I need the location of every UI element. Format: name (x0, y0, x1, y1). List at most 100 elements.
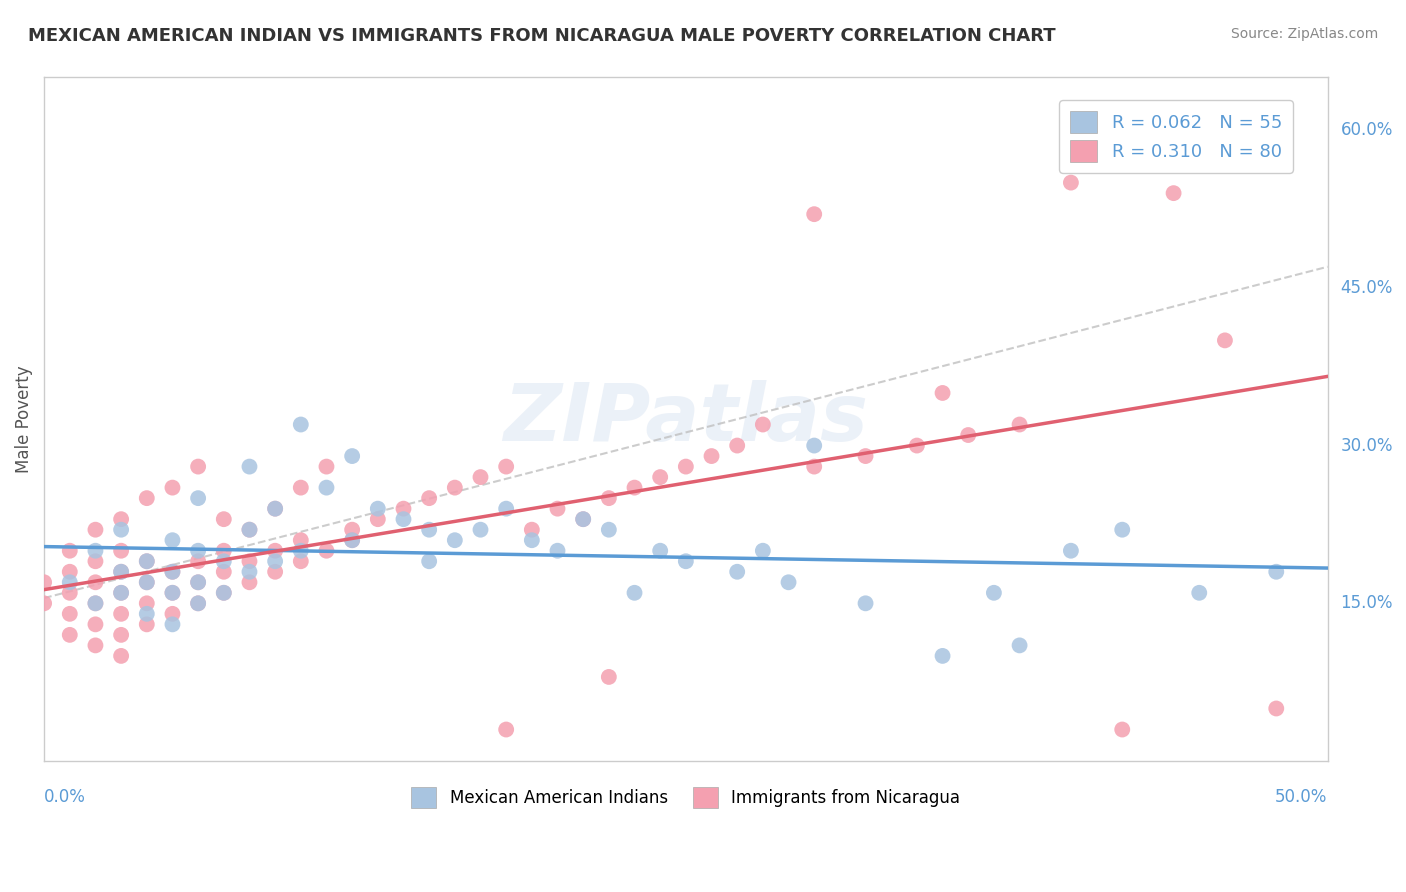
Point (443, 481, 465, 495)
Point (264, 554, 287, 568)
Point (212, 543, 235, 558)
Point (135, 596, 157, 610)
Point (418, 523, 440, 537)
Point (84, 617, 107, 632)
Point (752, 417, 775, 432)
Point (855, 449, 877, 463)
Point (598, 523, 620, 537)
Point (32, 596, 55, 610)
Text: 30.0%: 30.0% (1340, 436, 1393, 455)
Point (135, 575, 157, 590)
Point (238, 575, 260, 590)
Point (1060, 543, 1083, 558)
Point (162, 617, 184, 632)
Point (238, 459, 260, 474)
Text: 60.0%: 60.0% (1340, 121, 1393, 139)
Point (340, 533, 363, 548)
Point (135, 554, 157, 568)
Point (803, 438, 825, 452)
Point (290, 543, 312, 558)
Point (547, 543, 569, 558)
Point (1008, 639, 1031, 653)
Point (572, 512, 595, 526)
Point (162, 586, 184, 600)
Point (59, 628, 82, 642)
Text: MEXICAN AMERICAN INDIAN VS IMMIGRANTS FROM NICARAGUA MALE POVERTY CORRELATION CH: MEXICAN AMERICAN INDIAN VS IMMIGRANTS FR… (28, 27, 1056, 45)
Point (264, 565, 287, 579)
Y-axis label: Male Poverty: Male Poverty (15, 366, 32, 473)
Point (1111, 723, 1133, 737)
Point (162, 586, 184, 600)
Text: 45.0%: 45.0% (1340, 279, 1393, 297)
Point (855, 596, 877, 610)
Point (623, 481, 645, 495)
Point (84, 543, 107, 558)
Point (623, 586, 645, 600)
Point (290, 554, 312, 568)
Point (572, 512, 595, 526)
Point (212, 554, 235, 568)
Point (110, 628, 132, 642)
Point (1265, 565, 1288, 579)
Point (983, 586, 1005, 600)
Point (264, 543, 287, 558)
Point (187, 596, 209, 610)
Point (367, 501, 389, 516)
Point (264, 501, 287, 516)
Point (59, 565, 82, 579)
Point (931, 648, 953, 663)
Point (135, 491, 157, 505)
Point (187, 596, 209, 610)
Point (110, 512, 132, 526)
Point (135, 617, 157, 632)
Point (931, 386, 953, 401)
Legend: Mexican American Indians, Immigrants from Nicaragua: Mexican American Indians, Immigrants fro… (405, 780, 967, 814)
Point (650, 470, 672, 484)
Point (1163, 186, 1185, 201)
Text: 15.0%: 15.0% (1340, 594, 1393, 612)
Point (725, 438, 748, 452)
Point (135, 607, 157, 621)
Point (957, 428, 980, 442)
Point (367, 512, 389, 526)
Point (290, 417, 312, 432)
Point (778, 575, 800, 590)
Point (675, 554, 697, 568)
Point (315, 481, 337, 495)
Point (84, 523, 107, 537)
Point (162, 565, 184, 579)
Point (110, 607, 132, 621)
Point (59, 575, 82, 590)
Point (238, 523, 260, 537)
Point (290, 533, 312, 548)
Point (238, 554, 260, 568)
Point (187, 491, 209, 505)
Point (84, 554, 107, 568)
Point (187, 459, 209, 474)
Point (340, 523, 363, 537)
Point (84, 639, 107, 653)
Point (547, 501, 569, 516)
Text: 0.0%: 0.0% (44, 789, 86, 806)
Point (675, 459, 697, 474)
Point (212, 586, 235, 600)
Point (135, 575, 157, 590)
Point (650, 543, 672, 558)
Point (1213, 334, 1236, 348)
Point (110, 648, 132, 663)
Point (187, 575, 209, 590)
Point (1008, 417, 1031, 432)
Point (32, 575, 55, 590)
Point (803, 207, 825, 221)
Point (264, 501, 287, 516)
Point (162, 607, 184, 621)
Point (135, 554, 157, 568)
Point (495, 723, 517, 737)
Point (212, 586, 235, 600)
Point (418, 491, 440, 505)
Point (162, 481, 184, 495)
Point (443, 533, 465, 548)
Point (315, 459, 337, 474)
Point (752, 543, 775, 558)
Point (470, 470, 492, 484)
